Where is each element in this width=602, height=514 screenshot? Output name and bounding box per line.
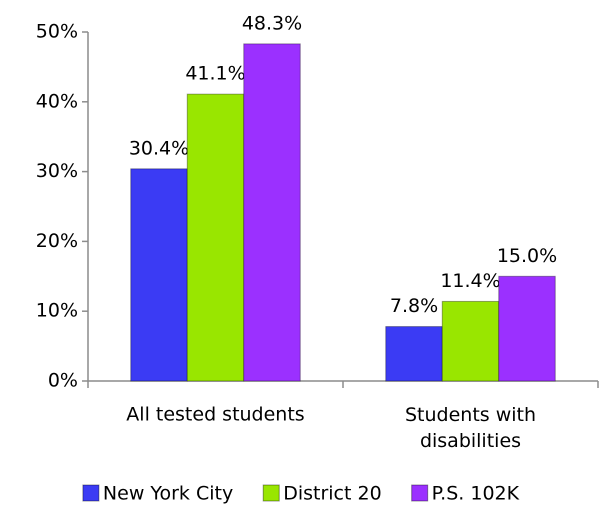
bar xyxy=(385,326,443,382)
y-tick-label: 30% xyxy=(36,160,78,182)
data-label-bg xyxy=(436,267,505,294)
data-label-bg xyxy=(492,242,562,269)
y-tick-label: 10% xyxy=(36,300,78,322)
legend-label: P.S. 102K xyxy=(432,483,520,505)
data-label: 41.1% xyxy=(185,63,245,85)
legend-label: New York City xyxy=(103,483,233,505)
data-label-group: 41.1% xyxy=(181,60,250,87)
y-tick-label: 0% xyxy=(48,370,78,392)
x-tick-label-line: disabilities xyxy=(420,430,521,452)
x-tick-label-line: Students with xyxy=(405,404,536,426)
bar xyxy=(130,168,188,382)
data-label-group: 11.4% xyxy=(436,267,505,294)
x-tick-label: All tested students xyxy=(126,404,304,426)
legend-swatch xyxy=(262,484,280,502)
data-label-bg xyxy=(181,60,250,87)
data-label: 48.3% xyxy=(242,12,302,34)
legend-label: District 20 xyxy=(283,483,381,505)
data-label-bg xyxy=(237,10,307,37)
bar xyxy=(186,93,245,382)
data-label-group: 15.0% xyxy=(492,242,562,269)
data-label-group: 30.4% xyxy=(124,135,194,162)
data-label: 15.0% xyxy=(497,245,557,267)
x-tick-label: Students with disabilities xyxy=(405,404,536,452)
bar xyxy=(441,300,500,382)
legend-item: P.S. 102K xyxy=(411,483,520,505)
y-tick-label: 40% xyxy=(36,90,78,112)
bar xyxy=(243,43,301,382)
data-label-bg xyxy=(385,293,443,320)
data-label: 11.4% xyxy=(440,270,500,292)
legend-swatch xyxy=(82,484,100,502)
data-label-bg xyxy=(124,135,194,162)
legend-item: New York City xyxy=(82,483,233,505)
legend-item: District 20 xyxy=(262,483,382,505)
y-tick-label: 50% xyxy=(36,21,78,43)
data-label: 30.4% xyxy=(129,137,189,159)
data-label: 7.8% xyxy=(390,295,438,317)
data-label-group: 7.8% xyxy=(385,293,443,320)
bar xyxy=(498,275,556,382)
data-label-group: 48.3% xyxy=(237,10,307,37)
y-tick-label: 20% xyxy=(36,230,78,252)
legend-swatch xyxy=(411,484,429,502)
